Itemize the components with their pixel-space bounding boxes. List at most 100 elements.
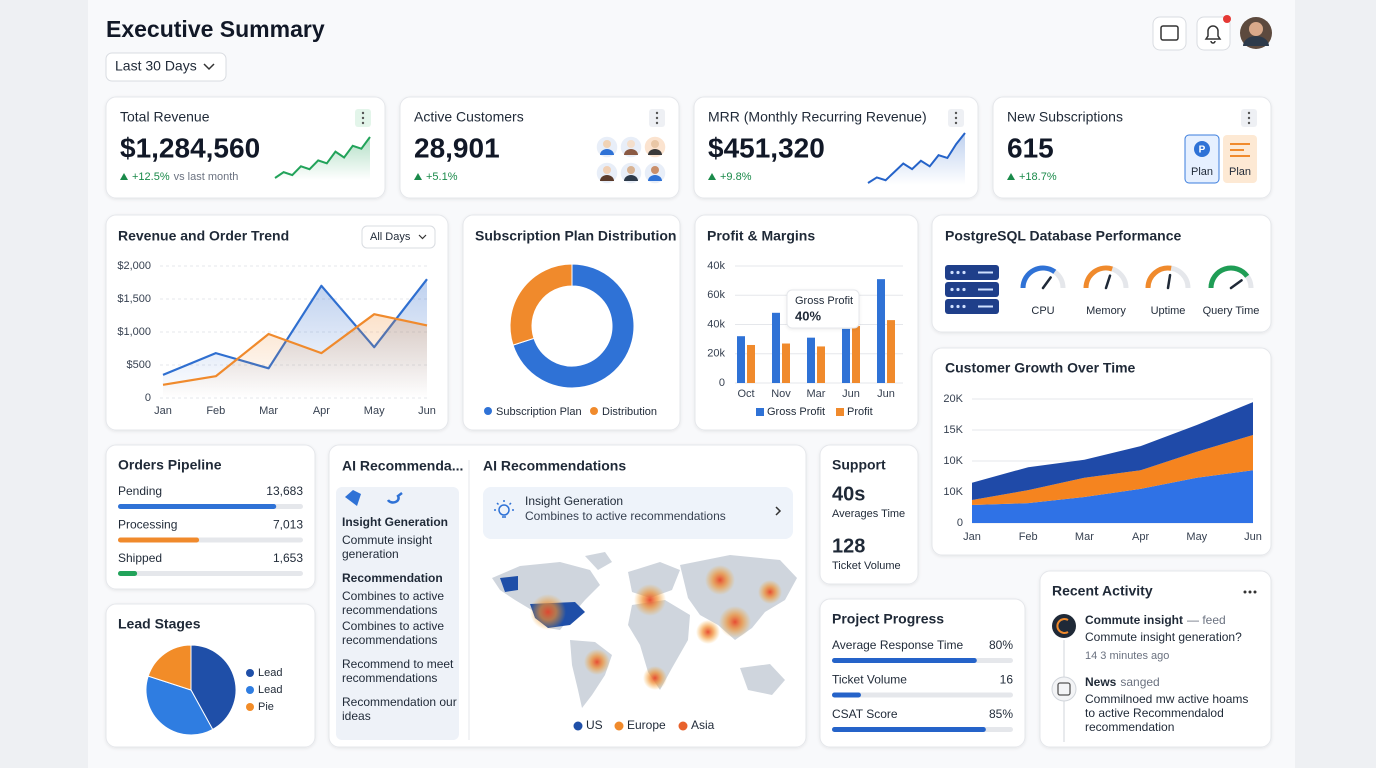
plan-label: Plan xyxy=(1229,166,1251,178)
plan-badge[interactable] xyxy=(1223,135,1257,183)
y-tick-label: 10K xyxy=(943,486,963,498)
sidebar-text: Combines to active xyxy=(342,589,444,603)
y-tick-label: 40k xyxy=(707,260,725,272)
area-layer xyxy=(972,402,1253,501)
filter-dropdown[interactable] xyxy=(361,225,436,249)
server-unit xyxy=(945,299,999,314)
banner-text: Combines to active recommendations xyxy=(525,509,726,523)
legend-dot xyxy=(614,721,624,731)
tooltip-value: 40% xyxy=(795,308,821,323)
stat-label: Averages Time xyxy=(832,508,905,520)
heat-spot xyxy=(758,580,782,604)
activity-text: to active Recommendalod xyxy=(1085,706,1224,720)
server-light xyxy=(962,270,966,275)
server-light xyxy=(962,287,966,292)
server-unit xyxy=(945,265,999,280)
bar xyxy=(877,279,885,383)
progress-bar xyxy=(118,571,138,576)
insight-banner[interactable] xyxy=(483,487,793,539)
legend-label: Asia xyxy=(691,718,715,732)
menu-dot xyxy=(1247,116,1251,120)
display-button[interactable] xyxy=(1152,16,1187,51)
progress-value: 80% xyxy=(989,638,1013,652)
legend-dot xyxy=(246,686,254,694)
avatar-body xyxy=(648,175,662,181)
x-tick-label: Feb xyxy=(1019,531,1038,543)
plan-badge[interactable] xyxy=(1184,134,1220,184)
area-layer xyxy=(972,434,1253,506)
menu-dot xyxy=(954,116,958,120)
avatar-body xyxy=(600,149,614,155)
avatar-head xyxy=(651,166,659,174)
legend-label: Profit xyxy=(847,406,873,418)
gauge-needle xyxy=(1166,273,1172,290)
plan-icon xyxy=(1194,141,1210,157)
date-filter[interactable] xyxy=(105,52,227,82)
server-unit xyxy=(945,282,999,297)
card-title: Profit & Margins xyxy=(707,228,815,244)
sidebar-text: recommendations xyxy=(342,633,437,647)
avatar-head xyxy=(627,166,635,174)
avatar-head xyxy=(603,166,611,174)
land xyxy=(628,600,690,690)
kpi-value: $1,284,560 xyxy=(120,132,260,163)
menu-dot xyxy=(954,111,958,115)
y-tick-label: 0 xyxy=(145,392,151,404)
server-light xyxy=(962,304,966,309)
pipeline-label: Processing xyxy=(118,518,177,532)
kpi-change: +9.8% xyxy=(720,171,752,183)
card-title: Subscription Plan Distribution xyxy=(475,228,676,244)
card xyxy=(462,214,681,431)
card xyxy=(1039,570,1272,748)
x-tick-label: May xyxy=(1186,531,1207,543)
gauge-needle xyxy=(1229,279,1243,290)
server-slot xyxy=(978,271,993,274)
heat-spot xyxy=(584,649,610,675)
progress-label: CSAT Score xyxy=(832,707,898,721)
plan-icon-letter: P xyxy=(1199,145,1206,156)
kpi-value: $451,320 xyxy=(708,132,825,163)
y-tick-label: $1,000 xyxy=(117,326,151,338)
card-title: Recent Activity xyxy=(1052,583,1153,599)
kpi-title: New Subscriptions xyxy=(1007,109,1123,125)
sidebar-text: Recommend to meet xyxy=(342,657,454,671)
server-light xyxy=(956,304,960,309)
x-tick-label: Mar xyxy=(259,405,278,417)
y-tick-label: $1,500 xyxy=(117,293,151,305)
banner-title: Insight Generation xyxy=(525,494,623,508)
gauge-value xyxy=(1208,265,1250,289)
gauge-label: CPU xyxy=(1031,305,1054,317)
legend-dot xyxy=(590,407,598,415)
chevron xyxy=(418,234,427,240)
x-tick-label: Jan xyxy=(963,531,981,543)
server-light xyxy=(956,270,960,275)
heat-spot xyxy=(719,606,751,638)
heat-spot xyxy=(705,565,735,595)
y-tick-label: 20k xyxy=(707,348,725,360)
x-tick-label: Jan xyxy=(154,405,172,417)
avatar-head xyxy=(651,140,659,148)
activity-title: Commute insight xyxy=(1085,613,1183,627)
avatar-head xyxy=(603,140,611,148)
progress-label: Ticket Volume xyxy=(832,673,907,687)
sidebar-text: Commute insight xyxy=(342,533,433,547)
up-arrow xyxy=(120,173,128,180)
sidebar-heading: Insight Generation xyxy=(342,515,448,529)
y-tick-label: $500 xyxy=(127,359,151,371)
x-tick-label: Mar xyxy=(1075,531,1094,543)
slice xyxy=(147,644,192,691)
y-tick-label: 60k xyxy=(707,289,725,301)
avatar-face xyxy=(1249,22,1263,36)
stat-value: 128 xyxy=(832,535,865,557)
pipeline-label: Pending xyxy=(118,484,162,498)
legend-swatch xyxy=(756,408,764,416)
pipeline-value: 7,013 xyxy=(273,518,303,532)
up-arrow xyxy=(1007,173,1015,180)
x-tick-label: Mar xyxy=(807,388,826,400)
bulb-ray xyxy=(508,502,512,506)
gauge-label: Memory xyxy=(1086,305,1126,317)
legend-label: Pie xyxy=(258,701,274,713)
notification-button[interactable] xyxy=(1196,16,1231,51)
up-arrow xyxy=(708,173,716,180)
card xyxy=(819,598,1026,748)
